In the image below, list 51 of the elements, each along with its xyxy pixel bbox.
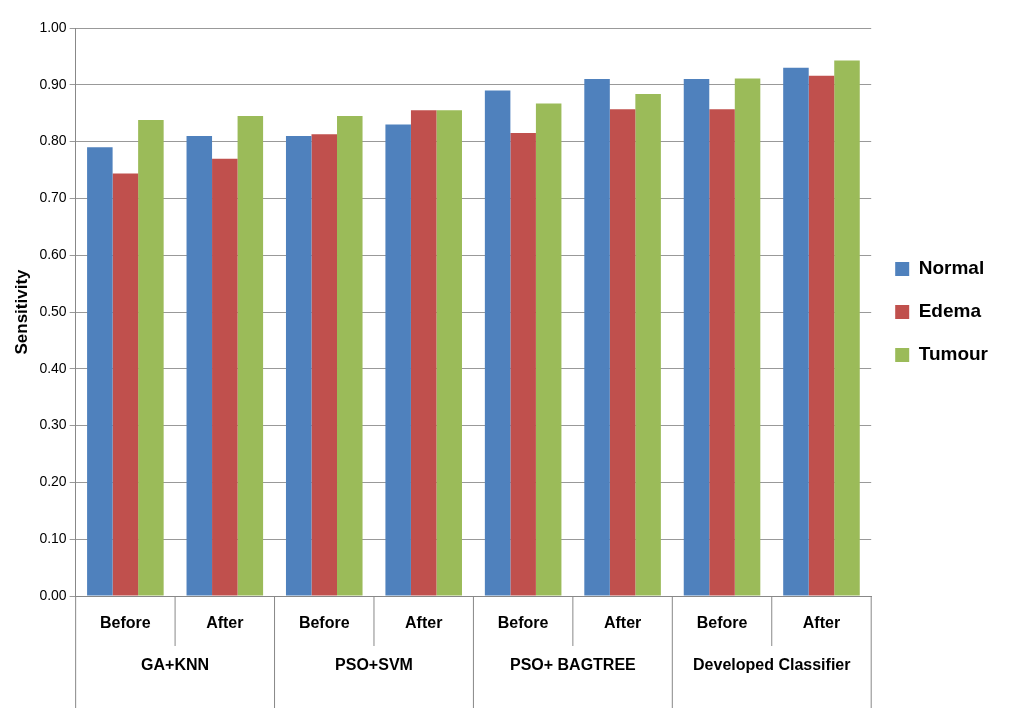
- legend-label: Normal: [918, 257, 985, 279]
- bar: [683, 79, 710, 596]
- y-tick-label: 0.80: [39, 132, 67, 149]
- bar: [410, 110, 437, 596]
- bar: [285, 135, 312, 596]
- bar: [584, 79, 610, 596]
- text: PSO+ BAGTREE: [509, 656, 637, 674]
- x-tick-label: After: [603, 614, 642, 632]
- bar: [186, 135, 213, 596]
- bar: [510, 133, 536, 596]
- bar: [535, 103, 562, 596]
- bar: [783, 67, 809, 596]
- y-tick-label: 0.70: [39, 189, 67, 206]
- bar: [436, 110, 462, 596]
- bar: [237, 116, 264, 596]
- bar: [138, 120, 164, 596]
- y-tick-label: 0.10: [39, 530, 67, 547]
- y-tick-label: 0.40: [39, 359, 67, 376]
- x-tick-label: Before: [696, 614, 748, 632]
- legend-label: Edema: [918, 300, 982, 322]
- text: Developed Classifier: [693, 656, 851, 674]
- bar: [212, 158, 238, 596]
- bar: [808, 75, 835, 596]
- y-tick-label: 0.50: [39, 302, 67, 319]
- bar: [609, 109, 636, 596]
- y-axis-title: Sensitivity: [11, 268, 31, 355]
- legend-label: Tumour: [918, 343, 989, 365]
- y-tick-label: 0.00: [39, 586, 67, 603]
- y-tick-label: 0.20: [39, 473, 67, 490]
- y-tick-label: 0.60: [39, 246, 67, 263]
- bar: [635, 93, 661, 596]
- y-tick-label: 0.90: [39, 75, 67, 92]
- x-tick-label: After: [802, 614, 841, 632]
- bar: [385, 124, 411, 596]
- bar: [834, 60, 860, 596]
- bar: [311, 134, 338, 596]
- x-tick-label: Before: [497, 614, 549, 632]
- bar: [484, 90, 511, 596]
- bar: [112, 173, 139, 596]
- x-tick-label: Before: [100, 614, 151, 632]
- x-tick-label: After: [405, 614, 443, 632]
- y-tick-label: 1.00: [39, 18, 67, 35]
- text: PSO+SVM: [335, 656, 413, 674]
- y-tick-label: 0.30: [39, 416, 67, 433]
- bar: [709, 109, 735, 596]
- bar: [337, 116, 363, 596]
- x-tick-label: Before: [298, 614, 350, 632]
- text: GA+KNN: [141, 656, 210, 674]
- bar: [734, 78, 761, 596]
- bar: [87, 147, 113, 596]
- x-tick-label: After: [206, 614, 244, 632]
